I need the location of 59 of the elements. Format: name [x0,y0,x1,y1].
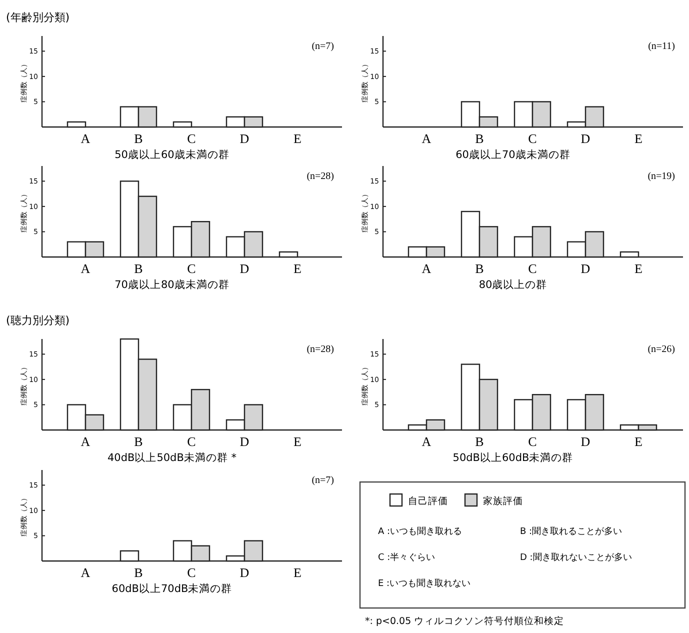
x-tick-label: E [294,261,302,276]
x-tick-label: D [240,434,250,449]
x-tick-label: C [187,261,196,276]
text: *: p<0.05 ウィルコクソン符号付順位和検定 [365,615,564,627]
text: A :いつも聞き取れる [378,526,462,537]
text: D :聞き取れないことが多い [520,552,632,563]
x-tick-label: E [294,131,302,146]
chart-title: (年齢別分類) [6,11,70,24]
x-tick-label: B [134,434,144,449]
annotation: (n=28) [306,344,334,355]
x-tick-label: B [134,261,144,276]
x-tick-label: D [240,565,250,580]
text: C :半々ぐらい [378,552,436,563]
x-tick-label: E [294,565,302,580]
annotation: (n=28) [306,171,334,182]
x-tick-label: D [240,131,250,146]
text: E :いつも聞き取れない [378,578,471,589]
x-axis-title: 70歳以上80歳未満の群 [114,278,230,291]
x-tick-label: A [80,261,91,276]
x-tick-label: E [294,434,302,449]
x-tick-label: C [528,434,537,449]
x-tick-label: B [134,565,144,580]
x-axis-title: 50dB以上60dB未満の群 [452,451,574,464]
x-axis-title: 60歳以上70歳未満の群 [456,148,570,161]
x-axis-title: 50歳以上60歳未満の群 [114,148,230,161]
x-tick-label: E [634,131,643,146]
x-tick-label: C [528,131,537,146]
x-axis-title: 80歳以上の群 [478,278,548,291]
x-axis-title: 40dB以上50dB未満の群 * [107,451,237,464]
x-tick-label: A [422,131,432,146]
x-tick-label: C [187,434,196,449]
x-tick-label: D [240,261,250,276]
x-tick-label: B [475,131,484,146]
x-tick-label: B [134,131,144,146]
x-tick-label: C [187,565,196,580]
x-tick-label: A [80,131,91,146]
x-tick-label: B [475,261,484,276]
x-tick-label: A [80,565,91,580]
x-tick-label: E [634,261,643,276]
x-tick-label: D [580,261,590,276]
text: B :聞き取れることが多い [520,526,622,537]
x-tick-label: D [580,434,590,449]
annotation: (n=7) [312,475,334,486]
x-tick-label: A [422,434,432,449]
x-tick-label: A [80,434,91,449]
x-tick-label: B [475,434,484,449]
annotation: (n=11) [648,41,675,52]
x-tick-label: A [422,261,432,276]
x-tick-label: D [580,131,590,146]
annotation: (n=19) [648,171,675,182]
annotation: (n=7) [312,41,334,52]
annotation: (n=26) [648,344,675,355]
x-tick-label: C [187,131,196,146]
legend-label: 家族評価 [483,495,523,507]
x-tick-label: C [528,261,537,276]
x-tick-label: E [634,434,643,449]
legend-label: 自己評価 [408,495,448,507]
x-axis-title: 60dB以上70dB未満の群 [112,582,232,595]
chart-title: (聴力別分類) [6,314,70,327]
